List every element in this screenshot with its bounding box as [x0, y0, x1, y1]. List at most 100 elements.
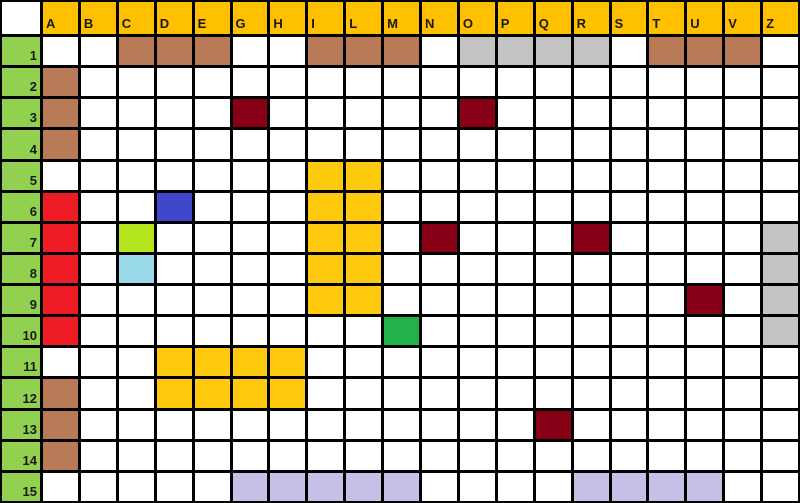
grid-cell-d15[interactable] [156, 472, 192, 501]
grid-cell-a9[interactable] [43, 286, 78, 315]
grid-cell-u7[interactable] [687, 223, 723, 252]
grid-cell-q7[interactable] [535, 223, 571, 252]
grid-cell-l8[interactable] [346, 254, 382, 284]
grid-cell-r14[interactable] [573, 441, 609, 470]
grid-cell-b15[interactable] [80, 472, 116, 501]
grid-cell-a6[interactable] [43, 192, 78, 221]
grid-cell-n7[interactable] [422, 223, 457, 252]
grid-cell-t3[interactable] [649, 99, 685, 128]
grid-cell-u12[interactable] [687, 379, 723, 408]
grid-cell-u15[interactable] [687, 472, 723, 501]
grid-cell-o9[interactable] [459, 286, 495, 315]
grid-cell-u11[interactable] [687, 348, 723, 377]
grid-cell-c4[interactable] [118, 130, 154, 159]
grid-cell-g15[interactable] [232, 472, 268, 501]
grid-cell-h5[interactable] [270, 161, 306, 190]
grid-cell-s6[interactable] [611, 192, 647, 221]
grid-cell-a5[interactable] [43, 161, 78, 190]
grid-cell-c1[interactable] [118, 37, 154, 66]
grid-cell-b13[interactable] [80, 410, 116, 439]
grid-cell-g3[interactable] [232, 99, 268, 128]
grid-cell-b10[interactable] [80, 317, 116, 346]
grid-cell-z2[interactable] [763, 68, 798, 97]
grid-cell-l12[interactable] [346, 379, 382, 408]
grid-cell-o10[interactable] [459, 317, 495, 346]
grid-cell-q8[interactable] [535, 254, 571, 284]
grid-cell-q3[interactable] [535, 99, 571, 128]
grid-cell-h6[interactable] [270, 192, 306, 221]
grid-cell-v9[interactable] [725, 286, 761, 315]
grid-cell-v15[interactable] [725, 472, 761, 501]
grid-cell-u14[interactable] [687, 441, 723, 470]
grid-cell-r13[interactable] [573, 410, 609, 439]
grid-cell-m1[interactable] [384, 37, 419, 66]
grid-cell-u4[interactable] [687, 130, 723, 159]
grid-cell-l5[interactable] [346, 161, 382, 190]
grid-cell-o3[interactable] [459, 99, 495, 128]
grid-cell-p8[interactable] [497, 254, 533, 284]
grid-cell-h4[interactable] [270, 130, 306, 159]
grid-cell-n2[interactable] [422, 68, 457, 97]
grid-cell-l14[interactable] [346, 441, 382, 470]
grid-cell-l6[interactable] [346, 192, 382, 221]
grid-cell-c3[interactable] [118, 99, 154, 128]
grid-cell-r10[interactable] [573, 317, 609, 346]
grid-cell-t7[interactable] [649, 223, 685, 252]
grid-cell-b14[interactable] [80, 441, 116, 470]
grid-cell-t14[interactable] [649, 441, 685, 470]
grid-cell-l15[interactable] [346, 472, 382, 501]
grid-cell-b5[interactable] [80, 161, 116, 190]
grid-cell-o12[interactable] [459, 379, 495, 408]
grid-cell-a14[interactable] [43, 441, 78, 470]
grid-cell-d3[interactable] [156, 99, 192, 128]
grid-cell-v14[interactable] [725, 441, 761, 470]
grid-cell-p3[interactable] [497, 99, 533, 128]
grid-cell-c15[interactable] [118, 472, 154, 501]
grid-cell-g6[interactable] [232, 192, 268, 221]
grid-cell-s5[interactable] [611, 161, 647, 190]
grid-cell-p1[interactable] [497, 37, 533, 66]
grid-cell-m15[interactable] [384, 472, 419, 501]
grid-cell-u2[interactable] [687, 68, 723, 97]
grid-cell-g10[interactable] [232, 317, 268, 346]
grid-cell-e5[interactable] [194, 161, 230, 190]
grid-cell-n5[interactable] [422, 161, 457, 190]
grid-cell-e12[interactable] [194, 379, 230, 408]
grid-cell-i14[interactable] [308, 441, 344, 470]
grid-cell-q2[interactable] [535, 68, 571, 97]
grid-cell-l1[interactable] [346, 37, 382, 66]
grid-cell-v6[interactable] [725, 192, 761, 221]
grid-cell-p5[interactable] [497, 161, 533, 190]
grid-cell-h1[interactable] [270, 37, 306, 66]
grid-cell-p7[interactable] [497, 223, 533, 252]
grid-cell-s4[interactable] [611, 130, 647, 159]
grid-cell-u8[interactable] [687, 254, 723, 284]
grid-cell-c6[interactable] [118, 192, 154, 221]
grid-cell-s9[interactable] [611, 286, 647, 315]
grid-cell-v8[interactable] [725, 254, 761, 284]
grid-cell-m10[interactable] [384, 317, 419, 346]
grid-cell-p6[interactable] [497, 192, 533, 221]
grid-cell-g11[interactable] [232, 348, 268, 377]
grid-cell-a11[interactable] [43, 348, 78, 377]
grid-cell-d12[interactable] [156, 379, 192, 408]
grid-cell-r9[interactable] [573, 286, 609, 315]
grid-cell-d6[interactable] [156, 192, 192, 221]
grid-cell-e11[interactable] [194, 348, 230, 377]
grid-cell-s2[interactable] [611, 68, 647, 97]
grid-cell-p2[interactable] [497, 68, 533, 97]
grid-cell-u3[interactable] [687, 99, 723, 128]
grid-cell-s15[interactable] [611, 472, 647, 501]
grid-cell-o7[interactable] [459, 223, 495, 252]
grid-cell-l10[interactable] [346, 317, 382, 346]
grid-cell-i12[interactable] [308, 379, 344, 408]
grid-cell-q5[interactable] [535, 161, 571, 190]
grid-cell-t13[interactable] [649, 410, 685, 439]
grid-cell-c14[interactable] [118, 441, 154, 470]
grid-cell-a2[interactable] [43, 68, 78, 97]
grid-cell-b6[interactable] [80, 192, 116, 221]
grid-cell-d13[interactable] [156, 410, 192, 439]
grid-cell-v12[interactable] [725, 379, 761, 408]
grid-cell-e14[interactable] [194, 441, 230, 470]
grid-cell-p4[interactable] [497, 130, 533, 159]
